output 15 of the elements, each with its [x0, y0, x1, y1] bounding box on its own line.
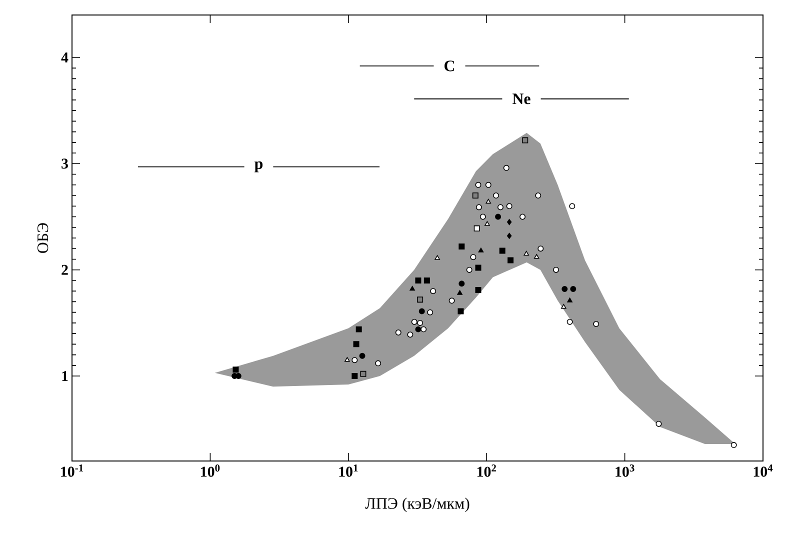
- series-label: p: [254, 161, 263, 172]
- y-tick-label: 4: [61, 52, 68, 62]
- x-tick-label: 10$^{0}$: [201, 464, 220, 477]
- y-tick-label: 2: [62, 264, 68, 275]
- x-tick-label: 10$^{2}$: [477, 464, 496, 477]
- x-tick-label: 10$^{4}$: [754, 464, 773, 477]
- series-label: C: [444, 60, 454, 72]
- series-label: Ne: [512, 94, 530, 104]
- y-tick-label: 1: [62, 371, 68, 381]
- y-axis-title: ОБЭ: [37, 223, 48, 253]
- x-tick-label: 10$^{1}$: [339, 464, 358, 477]
- x-axis-title: ЛПЭ (кэВ/мкм): [365, 498, 470, 512]
- y-tick-label: 3: [62, 158, 68, 169]
- x-tick-label: 10$^{3}$: [616, 464, 634, 477]
- x-tick-label: 10$^{-1}$: [61, 464, 84, 477]
